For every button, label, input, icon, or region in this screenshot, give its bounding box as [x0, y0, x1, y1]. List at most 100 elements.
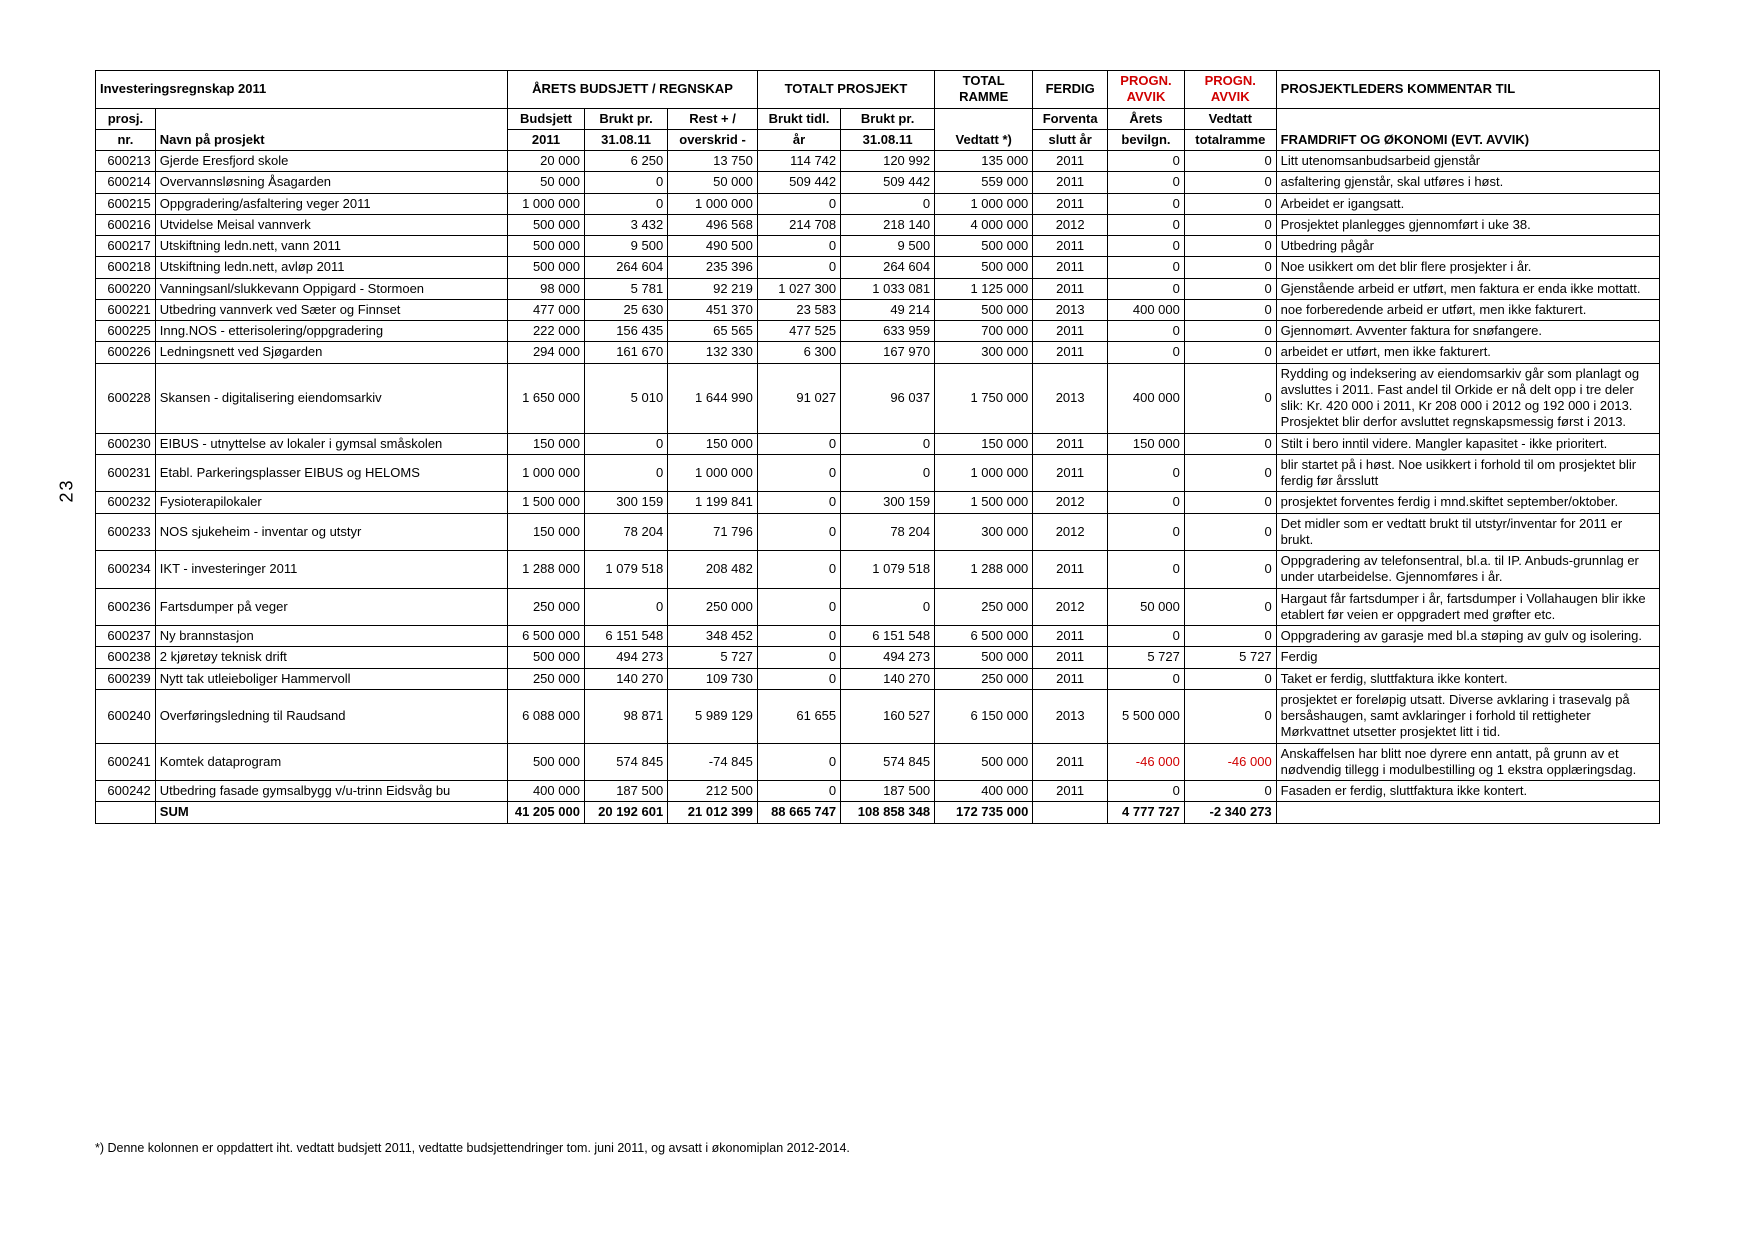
- table-row: 600239Nytt tak utleieboliger Hammervoll2…: [96, 668, 1660, 689]
- table-row: 600234IKT - investeringer 20111 288 0001…: [96, 551, 1660, 589]
- cell-nr: 600218: [96, 257, 156, 278]
- cell-comment: prosjektet er foreløpig utsatt. Diverse …: [1276, 689, 1659, 743]
- hc-budsjett-b: 2011: [508, 129, 585, 150]
- cell-vedtatt: 300 000: [935, 513, 1033, 551]
- cell-tidl: 509 442: [757, 172, 840, 193]
- cell-b2011: 6 088 000: [508, 689, 585, 743]
- cell-slutt: 2012: [1033, 513, 1108, 551]
- hc-vedtatt: Vedtatt *): [935, 108, 1033, 151]
- cell-slutt: 2011: [1033, 321, 1108, 342]
- cell-tidl: 0: [757, 588, 840, 626]
- cell-rest: 212 500: [668, 781, 758, 802]
- hc-prosj: prosj.: [96, 108, 156, 129]
- cell-avvikB: 0: [1184, 299, 1276, 320]
- cell-vedtatt: 250 000: [935, 588, 1033, 626]
- cell-comment: blir startet på i høst. Noe usikkert i f…: [1276, 454, 1659, 492]
- cell-bruktpr: 300 159: [841, 492, 935, 513]
- table-row: 600214Overvannsløsning Åsagarden50 00005…: [96, 172, 1660, 193]
- sum-slutt: [1033, 802, 1108, 823]
- cell-nr: 600237: [96, 626, 156, 647]
- cell-comment: Litt utenomsanbudsarbeid gjenstår: [1276, 151, 1659, 172]
- cell-nr: 600230: [96, 433, 156, 454]
- cell-slutt: 2011: [1033, 151, 1108, 172]
- cell-bruktpr: 0: [841, 193, 935, 214]
- cell-slutt: 2012: [1033, 588, 1108, 626]
- cell-brukt: 140 270: [584, 668, 667, 689]
- cell-tidl: 0: [757, 513, 840, 551]
- cell-tidl: 214 708: [757, 214, 840, 235]
- cell-nr: 600242: [96, 781, 156, 802]
- cell-vedtatt: 559 000: [935, 172, 1033, 193]
- cell-navn: Overvannsløsning Åsagarden: [155, 172, 507, 193]
- cell-vedtatt: 6 500 000: [935, 626, 1033, 647]
- table-row: 600233NOS sjukeheim - inventar og utstyr…: [96, 513, 1660, 551]
- cell-rest: -74 845: [668, 743, 758, 781]
- cell-comment: Gjenstående arbeid er utført, men faktur…: [1276, 278, 1659, 299]
- table-row: 600236Fartsdumper på veger250 0000250 00…: [96, 588, 1660, 626]
- cell-nr: 600241: [96, 743, 156, 781]
- cell-brukt: 78 204: [584, 513, 667, 551]
- cell-avvikA: -46 000: [1108, 743, 1185, 781]
- cell-brukt: 494 273: [584, 647, 667, 668]
- cell-tidl: 61 655: [757, 689, 840, 743]
- cell-comment: Anskaffelsen har blitt noe dyrere enn an…: [1276, 743, 1659, 781]
- cell-navn: Gjerde Eresfjord skole: [155, 151, 507, 172]
- cell-rest: 250 000: [668, 588, 758, 626]
- cell-navn: Etabl. Parkeringsplasser EIBUS og HELOMS: [155, 454, 507, 492]
- cell-avvikB: -46 000: [1184, 743, 1276, 781]
- cell-bruktpr: 49 214: [841, 299, 935, 320]
- cell-comment: asfaltering gjenstår, skal utføres i høs…: [1276, 172, 1659, 193]
- hg-total-project: TOTALT PROSJEKT: [757, 71, 934, 109]
- cell-rest: 65 565: [668, 321, 758, 342]
- cell-brukt: 5 010: [584, 363, 667, 433]
- cell-b2011: 400 000: [508, 781, 585, 802]
- hc-slutt-b: slutt år: [1033, 129, 1108, 150]
- cell-rest: 208 482: [668, 551, 758, 589]
- cell-comment: prosjektet forventes ferdig i mnd.skifte…: [1276, 492, 1659, 513]
- cell-navn: Oppgradering/asfaltering veger 2011: [155, 193, 507, 214]
- cell-brukt: 1 079 518: [584, 551, 667, 589]
- cell-comment: arbeidet er utført, men ikke fakturert.: [1276, 342, 1659, 363]
- cell-vedtatt: 300 000: [935, 342, 1033, 363]
- page-number: 23: [57, 478, 78, 502]
- cell-vedtatt: 135 000: [935, 151, 1033, 172]
- table-row: 600216Utvidelse Meisal vannverk500 0003 …: [96, 214, 1660, 235]
- sheet: Investeringsregnskap 2011 ÅRETS BUDSJETT…: [95, 70, 1660, 824]
- cell-vedtatt: 150 000: [935, 433, 1033, 454]
- cell-comment: Noe usikkert om det blir flere prosjekte…: [1276, 257, 1659, 278]
- cell-vedtatt: 6 150 000: [935, 689, 1033, 743]
- cell-bruktpr: 78 204: [841, 513, 935, 551]
- cell-bruktpr: 167 970: [841, 342, 935, 363]
- cell-navn: Ny brannstasjon: [155, 626, 507, 647]
- cell-bruktpr: 264 604: [841, 257, 935, 278]
- cell-b2011: 477 000: [508, 299, 585, 320]
- sum-row: SUM 41 205 000 20 192 601 21 012 399 88 …: [96, 802, 1660, 823]
- cell-rest: 5 727: [668, 647, 758, 668]
- cell-slutt: 2013: [1033, 689, 1108, 743]
- page: 23 Investeringsregnskap 2011 ÅRETS BUDSJ…: [0, 0, 1750, 1240]
- cell-avvikA: 0: [1108, 513, 1185, 551]
- sum-avvikA: 4 777 727: [1108, 802, 1185, 823]
- cell-brukt: 161 670: [584, 342, 667, 363]
- cell-avvikB: 0: [1184, 342, 1276, 363]
- cell-tidl: 91 027: [757, 363, 840, 433]
- sum-vedtatt: 172 735 000: [935, 802, 1033, 823]
- hg-budget: ÅRETS BUDSJETT / REGNSKAP: [508, 71, 758, 109]
- cell-tidl: 0: [757, 257, 840, 278]
- cell-b2011: 1 500 000: [508, 492, 585, 513]
- cell-vedtatt: 1 000 000: [935, 454, 1033, 492]
- cell-b2011: 500 000: [508, 214, 585, 235]
- cell-nr: 600215: [96, 193, 156, 214]
- cell-nr: 600221: [96, 299, 156, 320]
- cell-rest: 5 989 129: [668, 689, 758, 743]
- cell-avvikA: 50 000: [1108, 588, 1185, 626]
- cell-bruktpr: 140 270: [841, 668, 935, 689]
- cell-tidl: 0: [757, 454, 840, 492]
- table-body: 600213Gjerde Eresfjord skole20 0006 2501…: [96, 151, 1660, 802]
- cell-avvikA: 0: [1108, 781, 1185, 802]
- cell-nr: 600238: [96, 647, 156, 668]
- cell-slutt: 2011: [1033, 257, 1108, 278]
- cell-b2011: 1 288 000: [508, 551, 585, 589]
- table-row: 600213Gjerde Eresfjord skole20 0006 2501…: [96, 151, 1660, 172]
- cell-bruktpr: 0: [841, 454, 935, 492]
